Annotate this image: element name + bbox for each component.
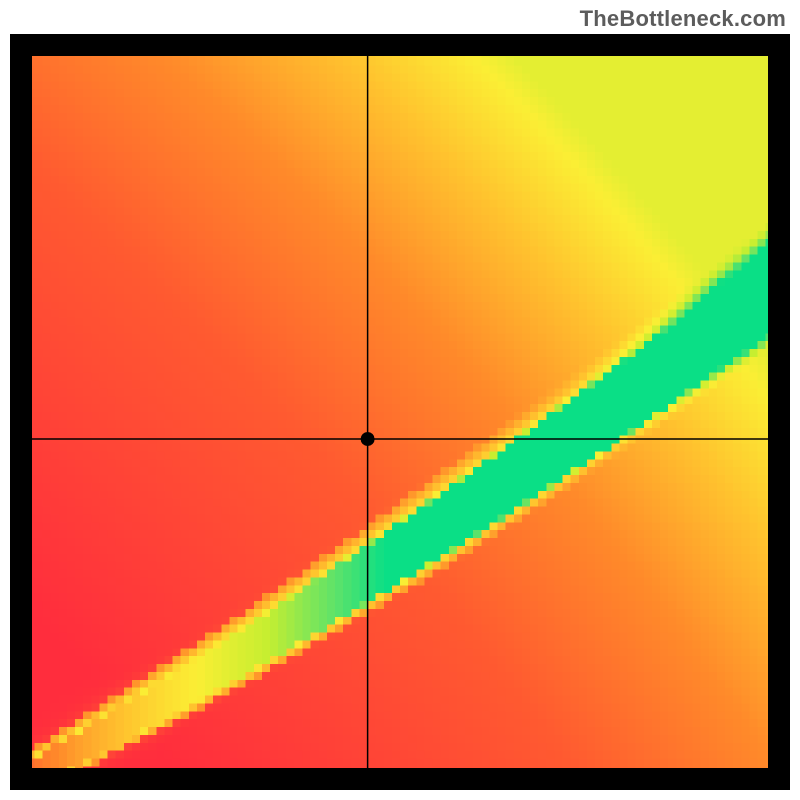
heatmap-plot: [10, 34, 790, 790]
watermark-text: TheBottleneck.com: [580, 6, 786, 32]
crosshair-overlay: [10, 34, 790, 790]
